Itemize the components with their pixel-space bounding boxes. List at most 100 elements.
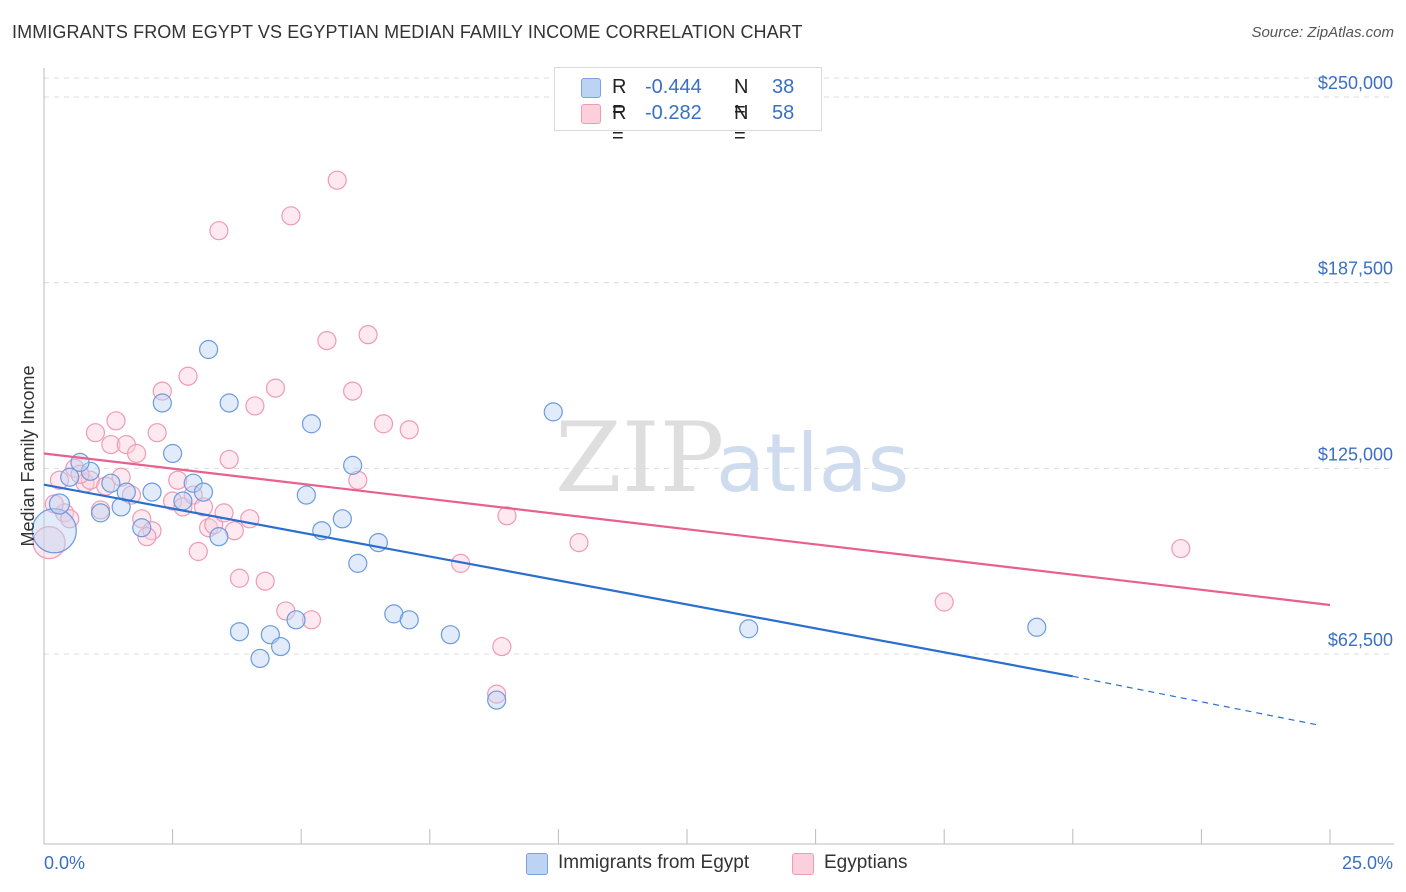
data-point-egypt (348, 553, 368, 573)
data-point-egyptians (193, 497, 214, 517)
bottom-legend-swatch-egypt (526, 853, 548, 875)
legend-r-label: R = (612, 102, 627, 147)
y-tick-label: $187,500 (1318, 259, 1393, 279)
legend-r-label: R = (612, 76, 627, 121)
bottom-legend-label-egyptians: Egyptians (824, 852, 908, 873)
trendlines (43, 452, 1331, 726)
data-point-egyptians (147, 423, 167, 443)
data-point-egyptians (229, 568, 250, 588)
data-point-egyptians (178, 366, 198, 386)
legend-n-label: N = (734, 76, 749, 121)
data-point-egypt (543, 402, 563, 422)
data-point-egyptians (281, 206, 301, 226)
y-tick-label: $125,000 (1318, 444, 1393, 464)
data-point-egyptians (358, 325, 378, 345)
data-point-egypt (209, 527, 229, 547)
chart-title: IMMIGRANTS FROM EGYPT VS EGYPTIAN MEDIAN… (12, 22, 803, 42)
data-point-egyptians (163, 491, 183, 511)
watermark-zip: ZIP (555, 402, 724, 514)
data-point-egyptians (209, 221, 229, 241)
data-point-egypt (152, 393, 172, 413)
legend: R = -0.444 N = 38 R = -0.282 N = 58 (554, 67, 822, 147)
data-point-egyptians (301, 610, 322, 630)
legend-swatch-egypt (581, 78, 601, 98)
data-point-egyptians (126, 443, 147, 464)
series-egyptians (32, 170, 1191, 704)
data-point-egypt (487, 690, 507, 710)
data-point-egyptians (219, 449, 239, 470)
data-point-egyptians (32, 525, 66, 560)
x-tick-labels: 0.0% 25.0% (44, 853, 1393, 873)
data-point-egyptians (255, 571, 275, 591)
legend-n-label: N = (734, 102, 749, 147)
legend-r-value: -0.444 (645, 76, 702, 98)
legend-n-value: 38 (772, 76, 795, 98)
data-point-egyptians (492, 636, 512, 657)
data-point-egypt (90, 503, 111, 523)
data-point-egypt (332, 509, 352, 529)
data-point-egypt (48, 493, 71, 515)
data-point-egyptians (569, 532, 589, 553)
data-point-egypt (301, 414, 322, 434)
data-point-egypt (343, 455, 363, 475)
data-point-egypt (31, 508, 77, 554)
data-point-egyptians (168, 470, 188, 490)
data-point-egyptians (111, 467, 131, 487)
data-point-egypt (296, 485, 316, 505)
axes (43, 68, 1394, 845)
data-point-egyptians (106, 411, 126, 431)
data-point-egyptians (101, 434, 121, 455)
data-point-egypt (101, 473, 121, 493)
data-point-egyptians (60, 509, 80, 529)
gridlines (44, 77, 1394, 655)
y-tick-labels: $62,500 $125,000 $187,500 $250,000 (1318, 73, 1393, 650)
data-point-egyptians (188, 541, 208, 562)
data-point-egypt (229, 622, 250, 642)
data-point-egypt (219, 393, 239, 413)
data-point-egypt (163, 443, 183, 464)
trendline-egypt (43, 483, 1074, 678)
watermark-atlas: atlas (716, 417, 909, 510)
watermark: ZIP atlas (555, 402, 909, 514)
data-point-egyptians (934, 592, 954, 612)
legend-n-value: 58 (772, 102, 795, 124)
y-tick-label: $62,500 (1328, 630, 1393, 650)
data-point-egypt (286, 610, 306, 630)
data-point-egyptians (497, 506, 517, 526)
data-point-egypt (440, 625, 460, 645)
data-point-egypt (399, 610, 419, 630)
data-point-egypt (271, 636, 291, 657)
data-point-egypt (173, 491, 193, 511)
data-point-egyptians (348, 470, 368, 490)
bottom-legend-swatch-egyptians (792, 853, 814, 875)
data-point-egypt (142, 482, 162, 502)
legend-r-value: -0.282 (645, 102, 702, 124)
data-point-egyptians (487, 684, 507, 704)
bottom-legend-label-egypt: Immigrants from Egypt (558, 852, 750, 873)
data-point-egyptians (245, 396, 265, 416)
trendline-egypt-extension (1072, 675, 1320, 726)
data-point-egypt (739, 619, 759, 639)
data-point-egypt (132, 518, 152, 538)
data-point-egyptians (65, 458, 85, 478)
data-point-egyptians (85, 423, 106, 443)
y-tick-label: $250,000 (1318, 73, 1393, 93)
x-tick-label: 25.0% (1342, 853, 1393, 873)
data-point-egyptians (343, 381, 363, 401)
trendline-egyptians (43, 452, 1331, 607)
legend-swatch-egyptians (581, 104, 601, 124)
data-point-egypt (1027, 617, 1047, 637)
data-point-egyptians (317, 330, 337, 351)
y-axis-label: Median Family Income (18, 365, 38, 546)
data-point-egypt (250, 648, 270, 669)
data-point-egyptians (1171, 538, 1191, 559)
data-point-egyptians (265, 378, 286, 398)
data-point-egypt (193, 482, 214, 502)
data-point-egyptians (373, 414, 394, 434)
data-point-egyptians (137, 527, 157, 547)
x-tick-label: 0.0% (44, 853, 85, 873)
data-point-egypt (60, 467, 80, 487)
data-point-egypt (199, 339, 219, 360)
data-point-egyptians (327, 170, 347, 190)
